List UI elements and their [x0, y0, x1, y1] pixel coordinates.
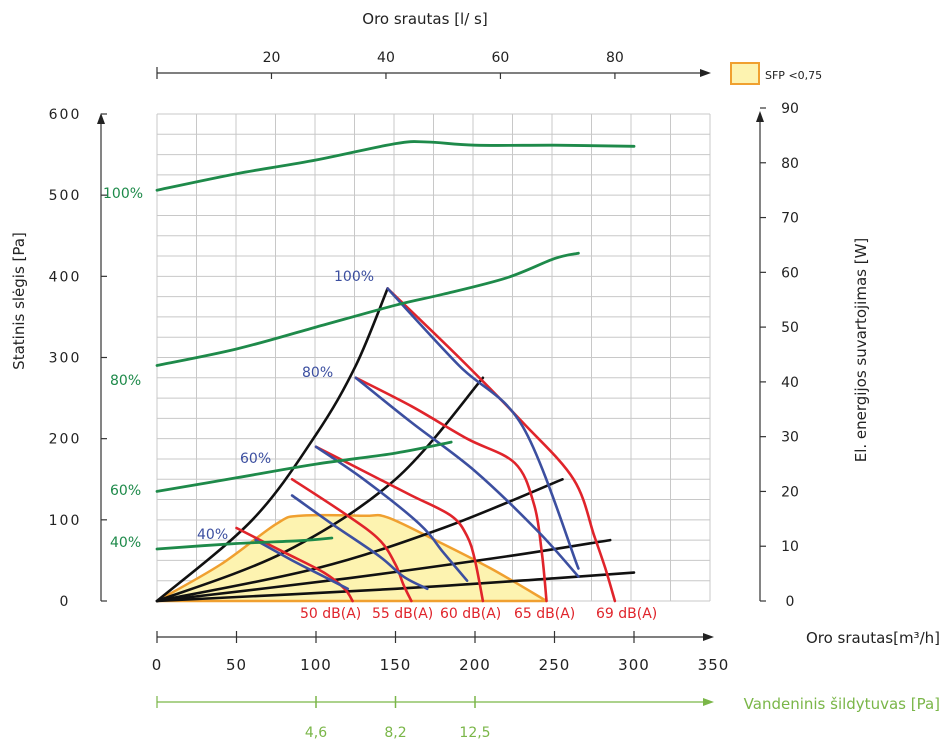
right-axis-title: El. energijos suvartojimas [W] — [852, 238, 870, 463]
bottom-axis-tick-label: 250 — [539, 656, 571, 674]
right-axis-arrow — [756, 111, 764, 122]
right-axis-tick-label: 20 — [781, 484, 799, 500]
pressure-curve-label: 80% — [302, 365, 333, 381]
pressure-curve — [354, 376, 580, 578]
bottom-axis-tick-label: 0 — [152, 656, 163, 674]
bottom-axis-tick-label: 100 — [300, 656, 332, 674]
noise-curve-label: 60 dB(A) — [440, 606, 501, 622]
noise-curve — [235, 526, 354, 603]
plot-grid — [156, 113, 711, 602]
power-curve-label: 100% — [103, 186, 143, 202]
top-axis-tick-label: 20 — [263, 50, 281, 66]
bottom-axis-arrow — [703, 633, 714, 641]
noise-curve-label: 65 dB(A) — [514, 606, 575, 622]
top-axis-arrow — [700, 69, 711, 77]
power-curve — [155, 251, 580, 367]
power-curve — [155, 140, 636, 192]
noise-curve — [314, 445, 485, 603]
pressure-curve-label: 100% — [334, 269, 374, 285]
right-axis-tick-label: 10 — [781, 539, 799, 555]
legend-label: SFP <0,75 — [765, 69, 822, 82]
system-curve — [155, 571, 636, 603]
right-axis-tick-label: 60 — [781, 265, 799, 281]
bottom-axis-tick-label: 150 — [380, 656, 412, 674]
top-axis-title: Oro srautas [l/ s] — [362, 10, 487, 28]
noise-curve — [354, 376, 548, 603]
power-curve — [155, 536, 334, 551]
right-axis-tick-label: 80 — [781, 156, 799, 172]
left-axis-arrow — [97, 113, 105, 124]
left-axis-tick-label: 0 — [60, 594, 71, 610]
right-axis-tick-label: 0 — [786, 594, 795, 610]
noise-curve — [290, 478, 413, 603]
top-axis-tick-label: 40 — [377, 50, 395, 66]
system-curve — [155, 538, 612, 603]
pressure-curve — [386, 287, 580, 570]
pressure-curve — [254, 538, 350, 591]
left-axis-tick-label: 400 — [49, 269, 82, 285]
bottom-axis-tick-label: 350 — [698, 656, 730, 674]
top-axis-tick-label: 60 — [492, 50, 510, 66]
legend: SFP <0,75 — [730, 62, 822, 85]
right-axis-tick-label: 90 — [781, 101, 799, 117]
left-axis-tick-label: 300 — [49, 351, 82, 367]
noise-curve-label: 69 dB(A) — [596, 606, 657, 622]
left-axis-tick-label: 600 — [49, 107, 82, 123]
heater-axis-title: Vandeninis šildytuvas [Pa] — [744, 695, 940, 713]
right-axis-tick-label: 40 — [781, 375, 799, 391]
left-axis-tick-label: 200 — [49, 432, 82, 448]
left-axis-tick-label: 500 — [49, 188, 82, 204]
right-axis-tick-label: 30 — [781, 430, 799, 446]
heater-axis-arrow — [703, 698, 714, 706]
noise-curve — [386, 287, 617, 603]
axes-layer: 0100200300400500600010203040506070809020… — [49, 50, 799, 741]
pressure-curve — [290, 494, 429, 591]
power-curve-label: 60% — [110, 483, 141, 499]
left-axis-tick-label: 100 — [49, 513, 82, 529]
noise-curve-label: 50 dB(A) — [300, 606, 361, 622]
power-curve-label: 40% — [110, 535, 141, 551]
pressure-curve — [314, 445, 469, 582]
noise-curve-label: 55 dB(A) — [372, 606, 433, 622]
right-axis-tick-label: 70 — [781, 211, 799, 227]
legend-swatch — [730, 62, 760, 85]
system-curve — [155, 376, 485, 603]
bottom-axis-title: Oro srautas[m³/h] — [806, 629, 940, 647]
heater-axis-tick-label: 12,5 — [459, 725, 490, 741]
power-curve-label: 80% — [110, 373, 141, 389]
pressure-curve-label: 40% — [197, 527, 228, 543]
top-axis-tick-label: 80 — [606, 50, 624, 66]
heater-axis-tick-label: 8,2 — [384, 725, 406, 741]
labels-layer: 100% 80% 60% 40% 100% 80% 60% 40% 50 dB(A) 55 dB(… — [103, 186, 657, 622]
heater-axis-tick-label: 4,6 — [305, 725, 327, 741]
right-axis-tick-label: 50 — [781, 320, 799, 336]
bottom-axis-tick-label: 300 — [618, 656, 650, 674]
left-axis-title: Statinis slėgis [Pa] — [10, 232, 28, 370]
bottom-axis-tick-label: 50 — [226, 656, 247, 674]
system-curve — [155, 287, 389, 603]
bottom-axis-tick-label: 200 — [459, 656, 491, 674]
pressure-curve-label: 60% — [240, 451, 271, 467]
power-curve — [155, 440, 453, 493]
curves-layer — [155, 140, 636, 603]
